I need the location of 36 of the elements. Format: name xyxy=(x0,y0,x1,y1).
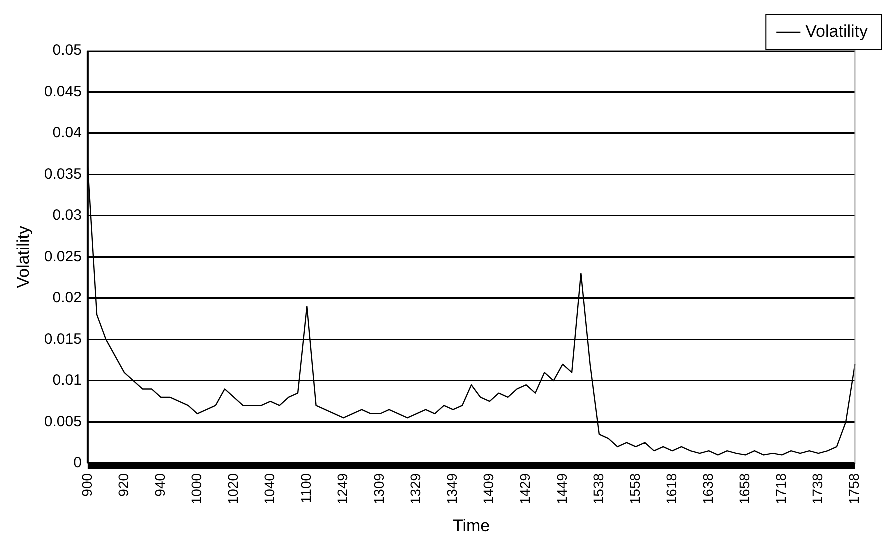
x-tick-label: 1020 xyxy=(224,473,241,505)
x-tick-label: 1638 xyxy=(700,473,716,505)
x-tick-label: 1449 xyxy=(554,473,570,505)
x-tick-label: 940 xyxy=(152,473,168,497)
x-tick-label: 920 xyxy=(115,473,132,497)
y-axis-title: Volatility xyxy=(14,226,33,288)
x-axis-title: Time xyxy=(452,516,490,536)
y-tick-label: 0.035 xyxy=(44,166,82,183)
x-tick-label: 1558 xyxy=(626,473,643,505)
y-tick-label: 0.03 xyxy=(52,207,82,224)
x-tick-label: 1309 xyxy=(371,473,388,505)
x-tick-label: 1618 xyxy=(663,473,680,505)
x-tick-label: 1409 xyxy=(480,473,497,505)
x-tick-label: 900 xyxy=(78,473,95,497)
y-tick-label: 0.02 xyxy=(52,290,82,307)
x-tick-label: 1429 xyxy=(517,473,534,505)
x-tick-label: 1329 xyxy=(408,473,424,505)
y-tick-label: 0.005 xyxy=(44,413,82,430)
y-tick-label: 0.01 xyxy=(52,372,82,390)
x-tick-label: 1000 xyxy=(188,473,204,505)
y-tick-label: 0.015 xyxy=(44,330,82,348)
x-tick-label: 1758 xyxy=(846,473,862,505)
x-tick-label: 1738 xyxy=(810,473,826,505)
y-tick-label: 0.025 xyxy=(44,248,82,266)
x-tick-label: 1040 xyxy=(261,473,278,505)
x-tick-label: 1349 xyxy=(444,473,460,505)
x-tick-label: 1100 xyxy=(298,473,314,504)
x-tick-label: 1538 xyxy=(590,473,606,505)
x-tick-label: 1658 xyxy=(736,473,752,505)
y-tick-label: 0.045 xyxy=(44,83,82,100)
legend-label: Volatility xyxy=(806,22,868,42)
y-tick-label: 0 xyxy=(74,454,82,472)
y-tick-label: 0.04 xyxy=(52,124,82,142)
x-tick-label: 1249 xyxy=(334,473,351,505)
x-tick-label: 1718 xyxy=(772,473,789,505)
y-tick-label: 0.05 xyxy=(52,42,82,60)
